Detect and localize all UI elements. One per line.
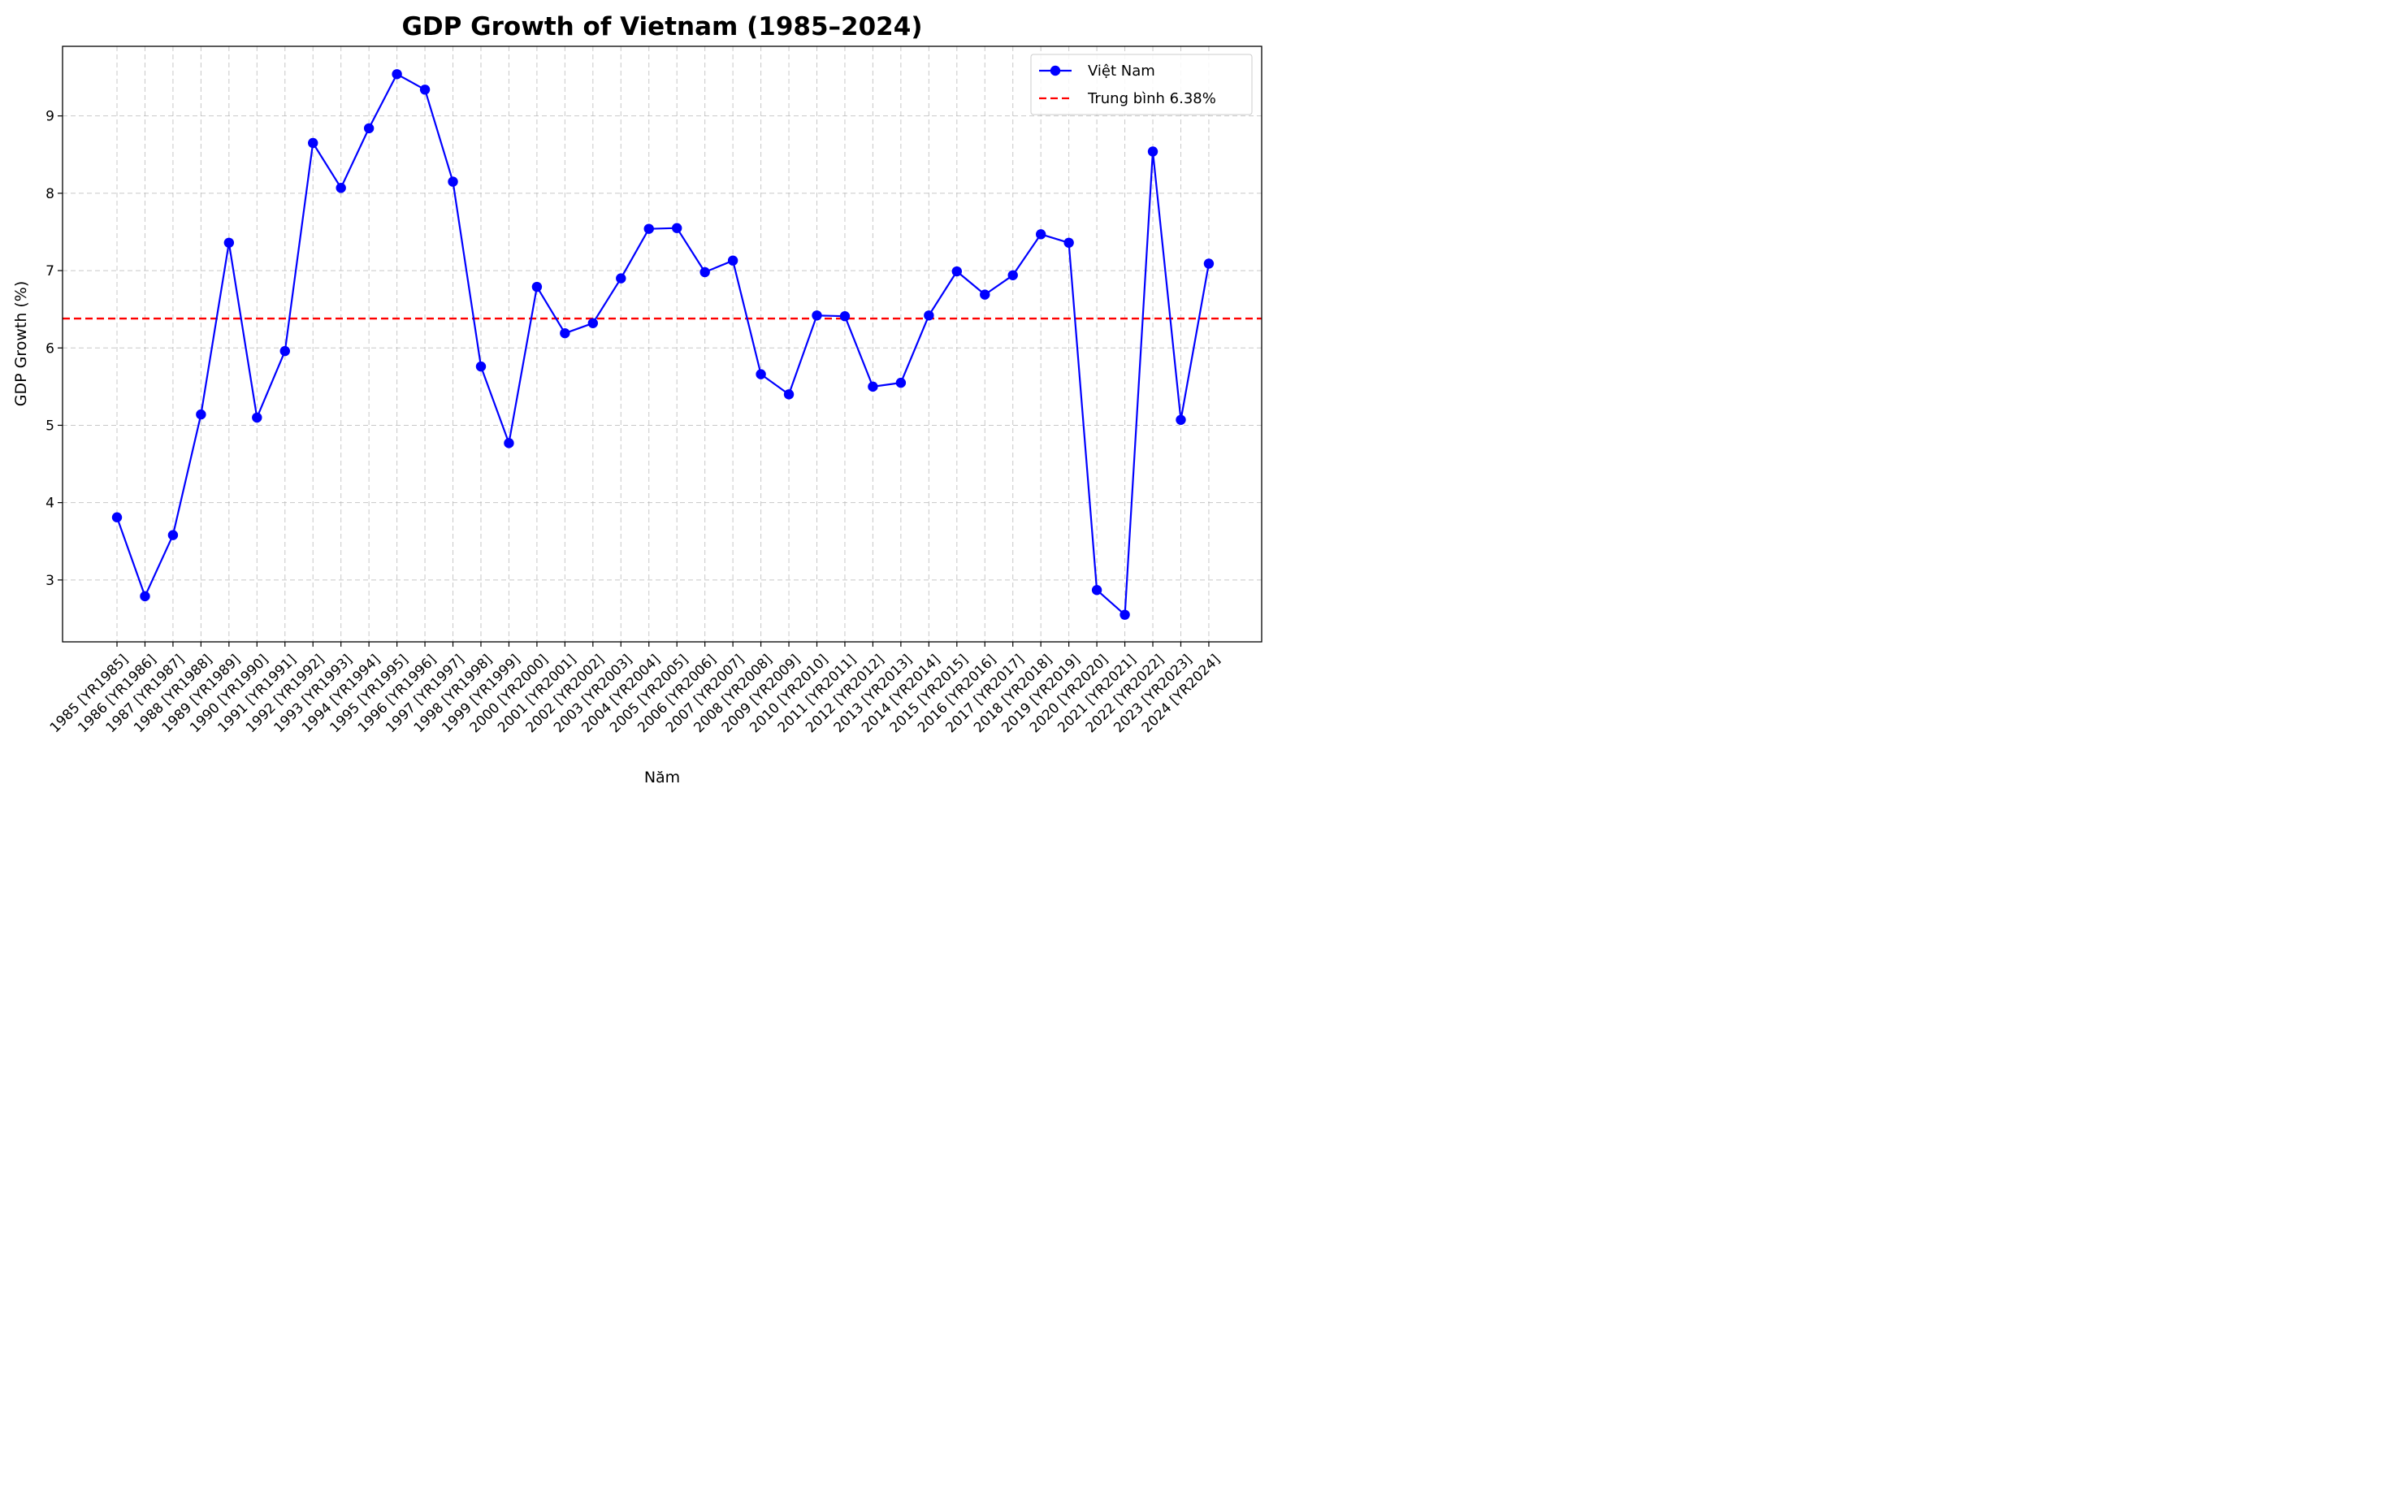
data-point	[924, 310, 934, 321]
series-line	[115, 73, 1210, 616]
data-point	[140, 591, 150, 602]
y-axis: 3 4 5 6 7 8 9	[45, 109, 63, 589]
data-point	[252, 412, 262, 423]
x-axis: 1985 [YR1985]1986 [YR1986]1987 [YR1987]1…	[47, 642, 1223, 736]
data-point	[531, 281, 543, 292]
data-point	[616, 273, 626, 284]
data-point	[1147, 146, 1159, 157]
data-point	[111, 512, 123, 522]
data-point	[839, 311, 851, 322]
data-point	[308, 137, 318, 149]
data-point	[783, 389, 795, 400]
data-point	[980, 289, 990, 300]
data-point	[279, 345, 290, 357]
legend-box	[1030, 54, 1253, 115]
data-point	[895, 377, 907, 388]
plot-frame	[62, 45, 1262, 643]
y-tick-label: 8	[45, 186, 54, 202]
data-point	[1176, 414, 1186, 425]
data-point	[363, 123, 375, 134]
data-point	[475, 361, 487, 372]
data-point	[1203, 258, 1215, 269]
data-point	[448, 176, 458, 187]
data-point	[1091, 585, 1102, 596]
data-point	[643, 223, 654, 234]
chart-title: GDP Growth of Vietnam (1985–2024)	[401, 12, 922, 41]
data-point	[1035, 229, 1046, 240]
data-point	[868, 381, 878, 392]
y-axis-label: GDP Growth (%)	[12, 281, 30, 407]
data-point	[1120, 609, 1130, 620]
data-point	[336, 183, 346, 193]
data-point	[699, 266, 710, 278]
data-point	[756, 369, 766, 379]
data-point	[672, 223, 682, 233]
data-point	[196, 409, 206, 420]
y-tick-label: 9	[45, 109, 54, 125]
data-point	[951, 266, 963, 277]
y-tick-label: 6	[45, 340, 54, 357]
chart: 3 4 5 6 7 8 9 1985 [YR1985]1986 [YR1986]1987 […	[12, 12, 1262, 786]
data-point	[1063, 237, 1074, 248]
data-point	[392, 69, 402, 80]
data-point	[504, 438, 514, 448]
series-layer	[111, 69, 1215, 620]
legend: Việt Nam Trung bình 6.38%	[1030, 54, 1253, 115]
x-axis-label: Năm	[644, 769, 680, 786]
data-point	[223, 237, 235, 248]
grid-lines	[63, 46, 1262, 642]
legend-series-label: Việt Nam	[1088, 63, 1155, 80]
y-tick-label: 5	[45, 418, 54, 434]
data-point	[587, 318, 599, 328]
data-point	[727, 255, 738, 266]
y-tick-label: 4	[45, 496, 54, 512]
legend-series-marker	[1050, 65, 1061, 76]
y-tick-label: 3	[45, 573, 54, 589]
data-point	[1007, 270, 1018, 280]
y-tick-label: 7	[45, 263, 54, 279]
data-point	[812, 310, 822, 321]
data-point	[419, 84, 431, 95]
data-point	[167, 530, 179, 540]
data-point	[560, 327, 570, 339]
legend-average-label: Trung bình 6.38%	[1087, 90, 1216, 107]
